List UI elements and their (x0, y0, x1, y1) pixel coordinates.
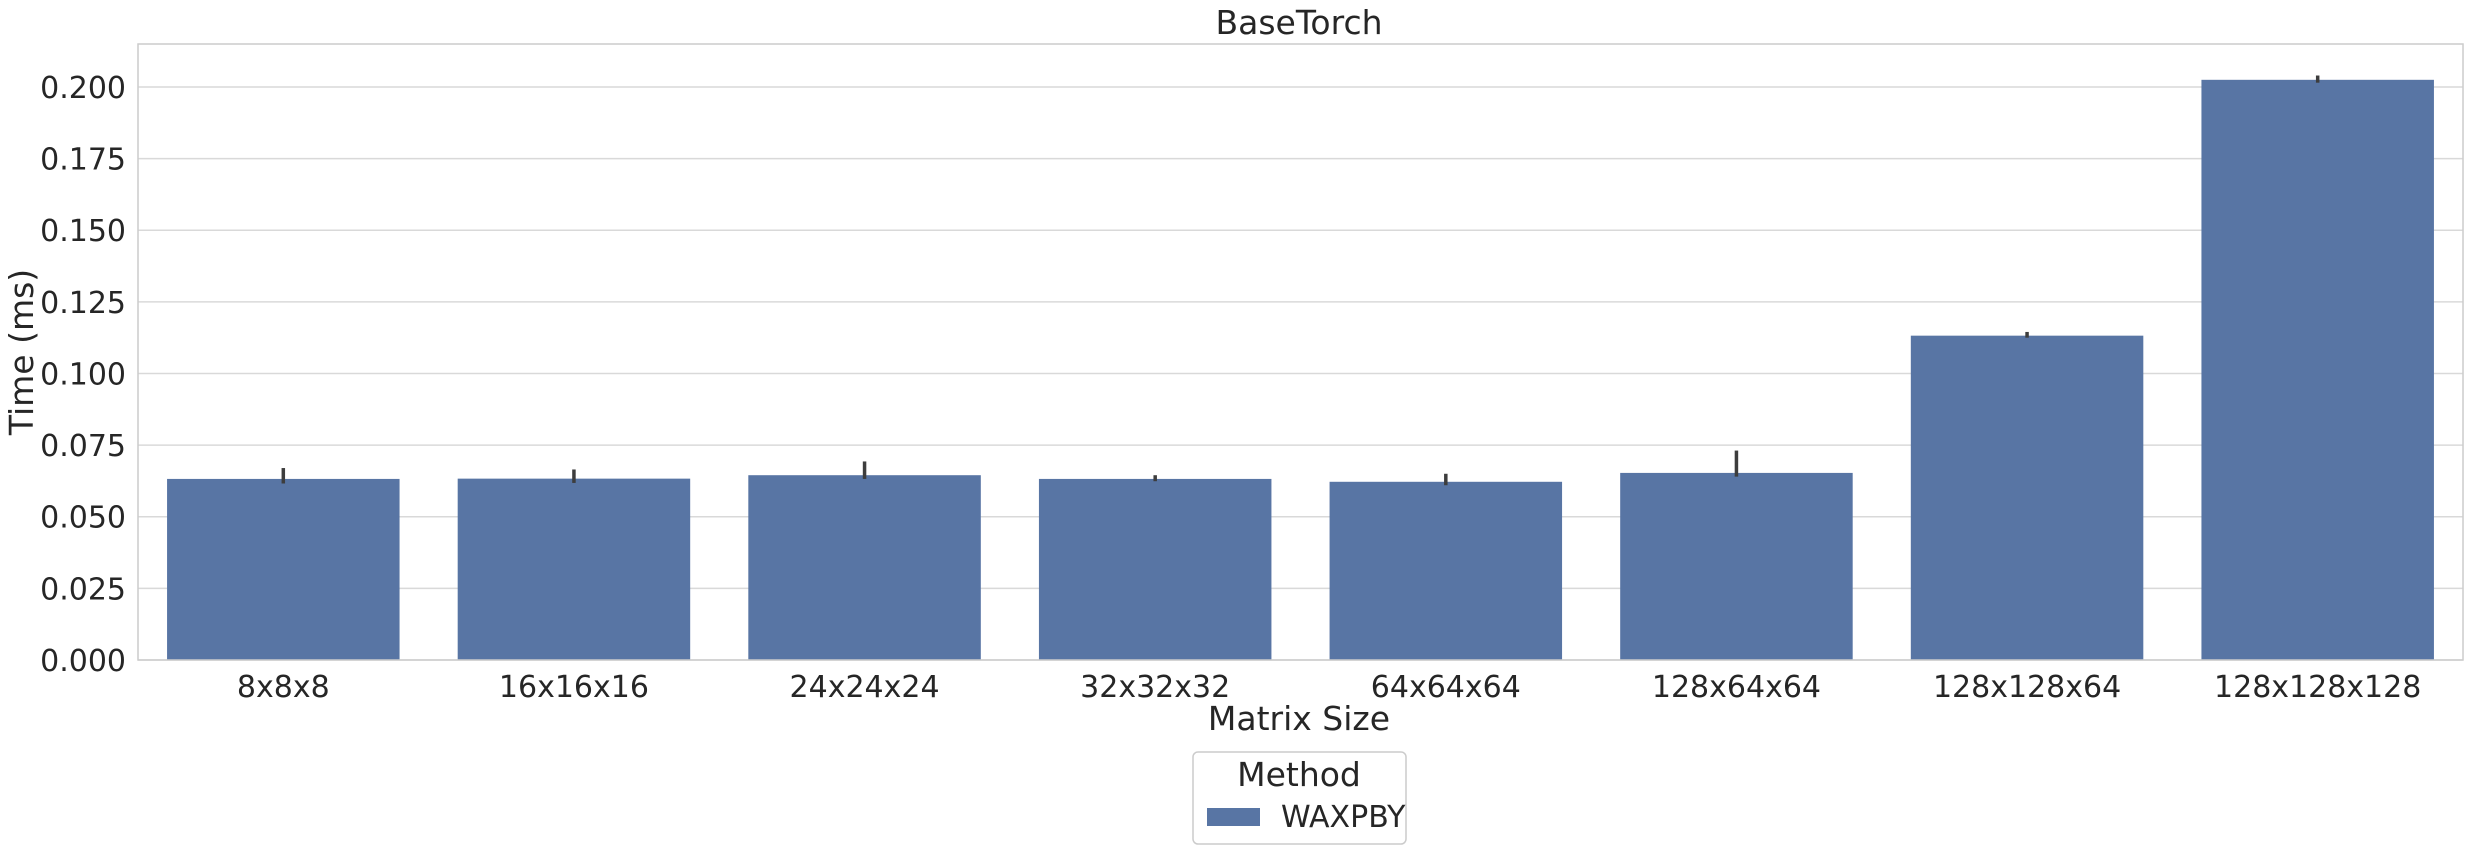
error-bars (281, 75, 2320, 486)
bar (2201, 79, 2434, 660)
y-axis-label: Time (ms) (2, 269, 41, 436)
y-tick-label: 0.125 (40, 286, 126, 321)
bar (167, 478, 400, 660)
x-tick-labels: 8x8x8 16x16x16 24x24x24 32x32x32 64x64x64 128… (237, 670, 2421, 705)
y-tick-labels: 0.000 0.025 0.050 0.075 0.100 0.125 0.150 0.175… (40, 71, 126, 679)
y-tick-label: 0.025 (40, 572, 126, 607)
legend: Method WAXPBY (1192, 751, 1407, 845)
y-tick-label: 0.050 (40, 501, 126, 536)
bar (1329, 481, 1563, 660)
bar (1910, 335, 2144, 660)
chart-title: BaseTorch (1216, 3, 1383, 42)
x-tick-label: 32x32x32 (1080, 670, 1230, 705)
x-tick-label: 128x128x64 (1933, 670, 2121, 705)
x-axis-label: Matrix Size (1208, 699, 1390, 738)
bar (457, 478, 691, 660)
x-tick-label: 128x64x64 (1652, 670, 1821, 705)
plot-frame (137, 43, 2464, 661)
y-tick-label: 0.150 (40, 214, 126, 249)
bars (167, 79, 2434, 660)
x-tick-label: 24x24x24 (790, 670, 940, 705)
x-tick-label: 128x128x128 (2214, 670, 2421, 705)
y-tick-label: 0.200 (40, 71, 126, 106)
x-tick-label: 16x16x16 (499, 670, 649, 705)
y-tick-label: 0.100 (40, 357, 126, 392)
legend-entry-label: WAXPBY (1281, 800, 1406, 835)
legend-title: Method (1237, 755, 1361, 794)
legend-swatch (1207, 808, 1260, 826)
y-tick-label: 0.000 (40, 644, 126, 679)
x-tick-label: 64x64x64 (1371, 670, 1521, 705)
bar (1038, 478, 1272, 660)
bar (1620, 472, 1853, 660)
y-tick-label: 0.175 (40, 143, 126, 178)
bar (748, 475, 981, 660)
y-tick-label: 0.075 (40, 429, 126, 464)
x-tick-label: 8x8x8 (237, 670, 330, 705)
